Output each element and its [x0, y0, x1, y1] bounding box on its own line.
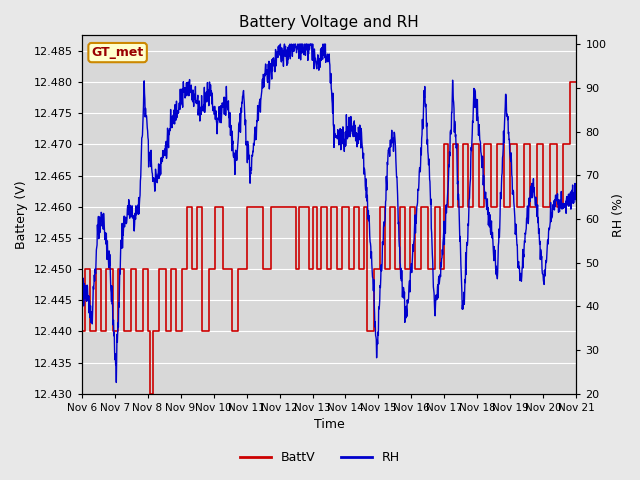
Y-axis label: Battery (V): Battery (V) — [15, 180, 28, 249]
X-axis label: Time: Time — [314, 419, 344, 432]
Legend: BattV, RH: BattV, RH — [235, 446, 405, 469]
Y-axis label: RH (%): RH (%) — [612, 192, 625, 237]
Title: Battery Voltage and RH: Battery Voltage and RH — [239, 15, 419, 30]
Text: GT_met: GT_met — [92, 46, 144, 59]
